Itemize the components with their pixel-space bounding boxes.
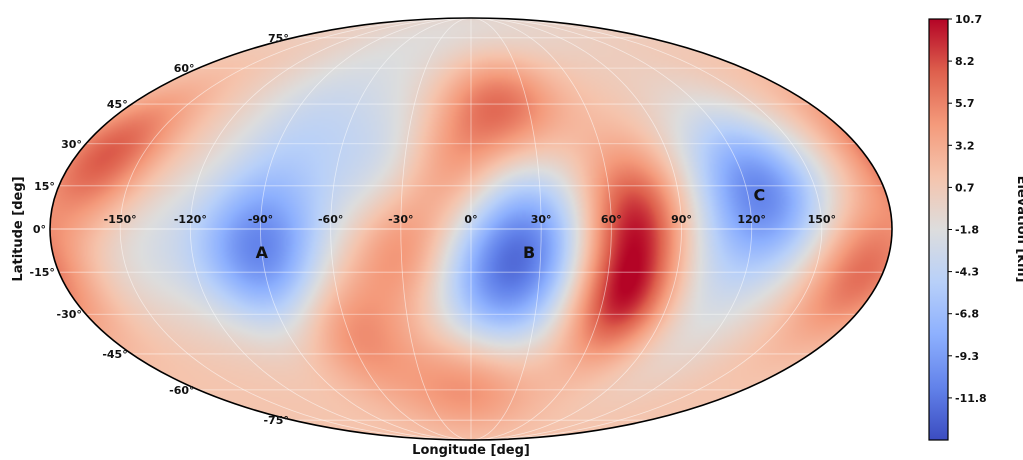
region-label: C (754, 185, 766, 204)
longitude-tick-label: -60° (318, 213, 343, 226)
longitude-tick-label: 60° (601, 213, 622, 226)
colorbar-tick-label: 10.7 (955, 13, 982, 26)
colorbar-gradient (928, 18, 949, 441)
colorbar-tick-label: -11.8 (955, 392, 987, 405)
colorbar: 10.7 8.2 5.7 3.2 0.7 -1.8 -4.3 -6.8 -9.3 -11.8 El… (928, 13, 1023, 441)
colorbar-tick-label: -4.3 (955, 266, 979, 279)
colorbar-tick-label: 8.2 (955, 55, 975, 68)
colorbar-ticks: 10.7 8.2 5.7 3.2 0.7 -1.8 -4.3 -6.8 -9.3 -11.8 (948, 13, 987, 405)
colorbar-tick-label: -1.8 (955, 224, 979, 237)
colorbar-tick-label: -6.8 (955, 308, 979, 321)
latitude-tick-label: -75° (263, 414, 288, 427)
longitude-tick-label: 0° (464, 213, 477, 226)
latitude-tick-label: 30° (61, 138, 82, 151)
longitude-tick-label: 120° (737, 213, 765, 226)
region-labels: A B C (256, 185, 766, 262)
longitude-tick-label: -30° (388, 213, 413, 226)
latitude-tick-label: -30° (57, 308, 82, 321)
longitude-tick-label: 90° (671, 213, 692, 226)
colorbar-tick-label: 3.2 (955, 139, 975, 152)
longitude-tick-label: 150° (808, 213, 836, 226)
latitude-tick-label: 15° (34, 180, 55, 193)
y-axis-label: Latitude [deg] (11, 176, 26, 281)
region-label: A (256, 243, 269, 262)
longitude-tick-label: -120° (174, 213, 207, 226)
longitude-tick-label: -90° (248, 213, 273, 226)
longitude-tick-label: -150° (104, 213, 137, 226)
longitude-tick-label: 30° (531, 213, 552, 226)
colorbar-tick-label: -9.3 (955, 350, 979, 363)
colorbar-tick-label: 5.7 (955, 97, 975, 110)
latitude-tick-labels: 75° 60° 45° 30° 15° 0° -15° -30° -45° -60° -75° (30, 32, 289, 427)
latitude-tick-label: 75° (268, 32, 289, 45)
latitude-tick-label: 0° (33, 223, 46, 236)
map-boundary (49, 17, 893, 441)
x-axis-label: Longitude [deg] (412, 443, 530, 458)
longitude-tick-labels: -150° -120° -90° -60° -30° 0° 30° 60° 90° 120° 150… (104, 213, 836, 226)
colorbar-label: Elevation [km] (1014, 176, 1023, 283)
latitude-tick-label: 45° (107, 98, 128, 111)
region-label: B (523, 243, 535, 262)
colorbar-tick-label: 0.7 (955, 181, 975, 194)
latitude-tick-label: -45° (102, 348, 127, 361)
latitude-tick-label: -60° (169, 384, 194, 397)
graticule-grid (50, 18, 892, 440)
latitude-tick-label: -15° (30, 266, 55, 279)
latitude-tick-label: 60° (174, 62, 195, 75)
